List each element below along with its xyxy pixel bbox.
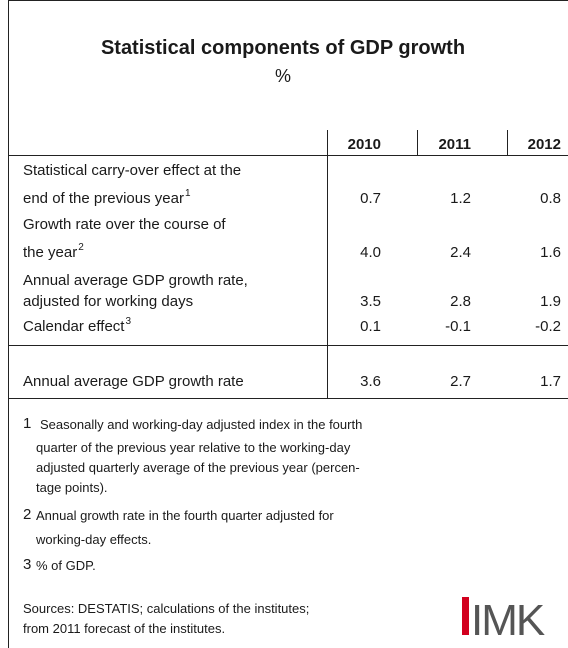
cell: 4.0: [360, 244, 381, 261]
column-header: 2012: [528, 136, 561, 153]
footnote-line: tage points).: [36, 480, 108, 495]
title: Statistical components of GDP growth: [101, 37, 465, 59]
row-label: Growth rate over the course of: [23, 216, 226, 233]
cell: -0.2: [535, 318, 561, 335]
cell: 1.7: [540, 373, 561, 390]
cell: -0.1: [445, 318, 471, 335]
cell: 2.7: [450, 373, 471, 390]
footnote-line: % of GDP.: [36, 558, 96, 573]
cell: 1.6: [540, 244, 561, 261]
cell: 0.8: [540, 190, 561, 207]
row-label: Calendar effect: [23, 318, 125, 335]
row-label: adjusted for working days: [23, 293, 193, 310]
cell: 2.4: [450, 244, 471, 261]
row-note: 3: [125, 316, 131, 327]
footnote-line: Annual growth rate in the fourth quarter…: [36, 508, 334, 523]
cell: 3.6: [360, 373, 381, 390]
row-note: 1: [185, 188, 191, 199]
footnote-line: quarter of the previous year relative to…: [36, 440, 351, 455]
row-note: 2: [78, 242, 84, 253]
row-label: Statistical carry-over effect at the: [23, 162, 241, 179]
footnote-marker: 1: [23, 415, 31, 432]
logo-bar: [462, 597, 469, 635]
footnote-marker: 2: [23, 506, 31, 523]
cell: 1.9: [540, 293, 561, 310]
subtitle: %: [275, 66, 291, 86]
cell: 2.8: [450, 293, 471, 310]
column-header: 2011: [438, 136, 471, 153]
footnote-line: working-day effects.: [35, 532, 151, 547]
row-label: the year: [23, 244, 77, 261]
footnote-marker: 3: [23, 556, 31, 573]
sources-line: from 2011 forecast of the institutes.: [23, 621, 225, 636]
footnote-line: adjusted quarterly average of the previo…: [36, 460, 360, 475]
cell: 3.5: [360, 293, 381, 310]
cell: 0.7: [360, 190, 381, 207]
sources-line: Sources: DESTATIS; calculations of the i…: [23, 601, 309, 616]
cell: 1.2: [450, 190, 471, 207]
footnote-line: Seasonally and working-day adjusted inde…: [40, 417, 362, 432]
cell: 0.1: [360, 318, 381, 335]
row-label: end of the previous year: [23, 190, 184, 207]
row-label: Annual average GDP growth rate,: [23, 272, 248, 289]
row-label: Annual average GDP growth rate: [23, 373, 244, 390]
logo: IMK: [471, 596, 545, 645]
column-header: 2010: [348, 136, 381, 153]
